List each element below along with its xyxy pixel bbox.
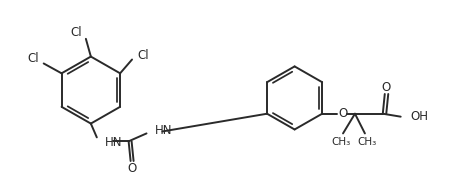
Text: HN: HN <box>105 136 122 149</box>
Text: O: O <box>127 162 136 175</box>
Text: Cl: Cl <box>137 49 148 62</box>
Text: O: O <box>338 107 347 120</box>
Text: Cl: Cl <box>27 52 39 65</box>
Text: CH₃: CH₃ <box>357 137 375 147</box>
Text: HN: HN <box>154 124 172 137</box>
Text: O: O <box>381 81 390 94</box>
Text: Cl: Cl <box>70 26 82 40</box>
Text: CH₃: CH₃ <box>330 137 350 147</box>
Text: OH: OH <box>410 110 428 123</box>
